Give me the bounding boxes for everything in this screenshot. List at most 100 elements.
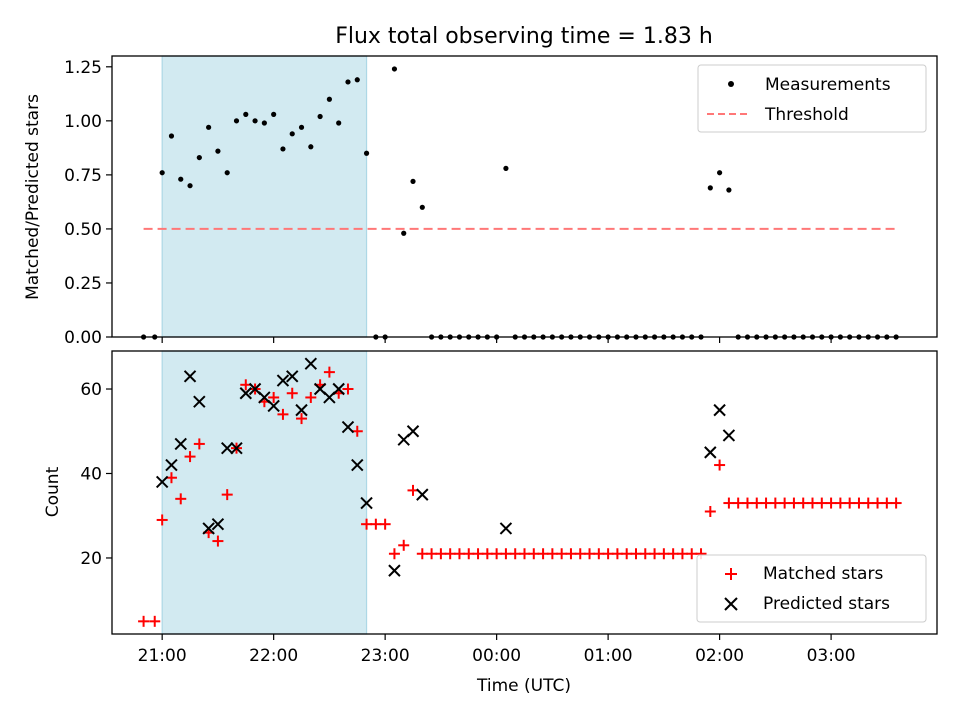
predicted-star-point — [360, 496, 373, 510]
matched-star-point — [342, 383, 354, 395]
matched-star-point — [807, 497, 819, 509]
matched-star-point — [853, 497, 865, 509]
matched-star-point — [816, 497, 828, 509]
matched-star-point — [184, 451, 196, 463]
predicted-star-point — [165, 458, 178, 472]
matched-star-point — [779, 497, 791, 509]
measurement-point — [401, 230, 407, 236]
x-tick-label: 22:00 — [249, 646, 298, 666]
measurement-point — [271, 111, 277, 117]
predicted-star-point — [155, 475, 169, 489]
matched-star-point — [323, 366, 335, 378]
matched-star-point — [862, 497, 874, 509]
top-shaded-interval — [161, 55, 368, 338]
matched-star-point — [296, 413, 308, 425]
top-axes-frame — [111, 55, 938, 338]
measurement-point — [168, 133, 175, 139]
matched-star-point — [602, 548, 614, 560]
y-tick-label: 1.00 — [64, 112, 102, 132]
predicted-star-point — [406, 425, 420, 438]
y-tick-label: 60 — [80, 380, 102, 400]
measurement-point — [354, 77, 360, 83]
bottom-x-ticks: 21:00 22:00 23:00 00:00 01:00 02:00 03:00 — [138, 634, 856, 666]
matched-star-point — [890, 497, 902, 509]
legend-predicted-label: Predicted stars — [763, 594, 890, 614]
matched-star-point — [649, 548, 661, 560]
matched-star-point — [639, 548, 651, 560]
measurement-point — [206, 124, 212, 130]
predicted-star-point — [499, 522, 513, 535]
matched-star-point — [714, 459, 726, 471]
matched-star-point — [398, 539, 410, 551]
measurement-point — [178, 176, 184, 182]
x-tick-label: 02:00 — [695, 646, 744, 666]
x-tick-label: 21:00 — [138, 646, 187, 666]
predicted-star-point — [713, 403, 726, 417]
y-tick-label: 0.25 — [64, 274, 102, 294]
bottom-legend: Matched stars Predicted stars — [696, 554, 927, 623]
predicted-star-point — [704, 446, 717, 459]
matched-star-point — [193, 438, 205, 450]
legend-predicted-marker — [724, 597, 738, 611]
legend-matched-marker — [725, 568, 737, 580]
matched-star-point — [872, 497, 884, 509]
matched-star-point — [658, 548, 670, 560]
matched-star-point — [519, 548, 530, 560]
predicted-star-point — [211, 517, 225, 531]
matched-star-point — [676, 548, 688, 560]
predicted-star-point — [332, 382, 345, 396]
predicted-star-point — [183, 370, 197, 383]
matched-star-point — [435, 548, 447, 560]
measurement-point — [280, 146, 286, 152]
matched-star-point — [156, 514, 168, 526]
chart-title: Flux total observing time = 1.83 h — [335, 24, 713, 49]
matched-star-point — [630, 548, 642, 560]
top-x-ticks — [161, 337, 832, 343]
matched-star-point — [723, 497, 735, 509]
matched-star-point — [305, 391, 317, 403]
x-axis-label: Time (UTC) — [476, 676, 571, 696]
matched-star-point — [472, 548, 484, 560]
matched-star-point — [611, 548, 623, 560]
matched-star-point — [593, 548, 605, 560]
measurement-point — [308, 144, 314, 150]
matched-star-point — [565, 548, 577, 560]
bottom-marks — [138, 357, 902, 627]
matched-star-point — [509, 548, 521, 560]
measurement-point — [215, 148, 221, 154]
y-tick-label: 1.25 — [64, 58, 102, 78]
matched-star-point — [584, 548, 596, 560]
matched-star-point — [732, 497, 744, 509]
matched-star-point — [769, 497, 781, 509]
matched-star-point — [379, 518, 391, 530]
measurement-point — [289, 131, 295, 137]
matched-star-point — [491, 548, 503, 560]
matched-star-point — [751, 497, 763, 509]
matched-star-point — [797, 497, 809, 509]
matched-star-point — [388, 548, 400, 560]
measurement-point — [159, 170, 165, 176]
predicted-star-point — [220, 441, 234, 455]
matched-star-point — [834, 497, 846, 509]
matched-star-point — [416, 548, 428, 560]
matched-star-point — [444, 548, 456, 560]
matched-star-point — [212, 535, 224, 547]
predicted-star-point — [416, 488, 429, 501]
top-panel: 0.00 0.25 0.50 0.75 1.00 1.25 Matched/Predict… — [23, 55, 938, 348]
top-legend: Measurements Threshold — [697, 64, 927, 133]
matched-star-point — [844, 497, 856, 509]
measurement-point — [726, 187, 732, 193]
bottom-legend-box — [696, 554, 927, 623]
legend-threshold-label: Threshold — [764, 105, 849, 125]
matched-star-point — [481, 548, 493, 560]
matched-star-point — [370, 518, 382, 530]
bottom-axes-frame — [111, 350, 938, 635]
x-tick-label: 00:00 — [472, 646, 521, 666]
measurement-point — [233, 118, 240, 124]
predicted-star-point — [230, 441, 243, 455]
matched-star-point — [825, 497, 837, 509]
measurement-point — [707, 185, 713, 191]
matched-star-point — [268, 391, 280, 403]
y-tick-label: 0.50 — [64, 220, 102, 240]
x-tick-label: 01:00 — [584, 646, 633, 666]
